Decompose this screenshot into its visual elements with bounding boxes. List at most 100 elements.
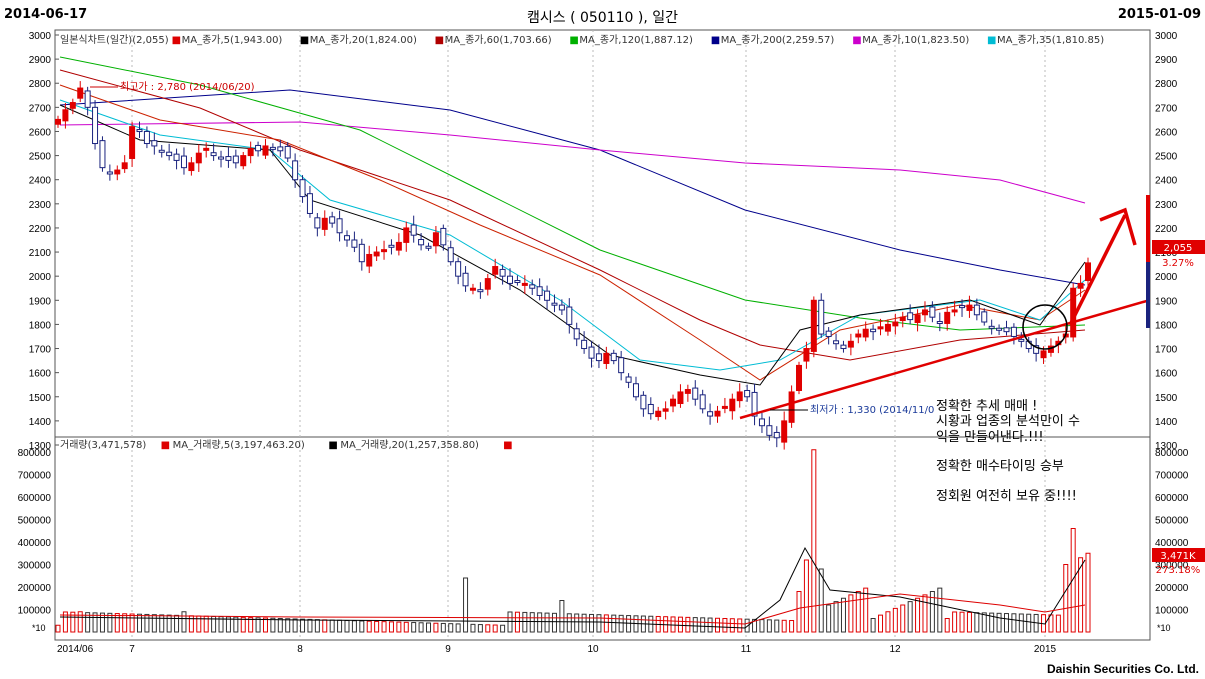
legend-marker: ■ bbox=[435, 35, 444, 46]
legend-marker: ■ bbox=[328, 440, 337, 451]
volume-bar bbox=[255, 617, 261, 633]
candle-body bbox=[77, 87, 84, 99]
candle-body bbox=[114, 169, 121, 175]
candle-body bbox=[351, 239, 358, 248]
volume-bar bbox=[996, 612, 1002, 633]
volume-bar bbox=[507, 611, 513, 633]
volume-bar bbox=[463, 577, 469, 633]
volume-bar bbox=[789, 620, 795, 633]
x-tick-label: 11 bbox=[741, 644, 752, 655]
candle-body bbox=[403, 227, 410, 243]
y-tick-right: 1500 bbox=[1155, 393, 1178, 404]
candle-body bbox=[684, 389, 691, 394]
candle-body bbox=[418, 239, 425, 246]
y-tick-left: 3000 bbox=[29, 31, 52, 42]
volume-bar bbox=[626, 615, 632, 633]
annotation-text_line2: 시황과 업종의 분석만이 수 bbox=[936, 414, 1080, 429]
volume-bar bbox=[1078, 557, 1084, 633]
y-tick-left: 1600 bbox=[29, 369, 52, 380]
volume-bar bbox=[892, 607, 898, 633]
volume-bar bbox=[922, 594, 928, 633]
candle-body bbox=[973, 304, 980, 316]
candle-body bbox=[469, 287, 476, 291]
candle-body bbox=[833, 340, 840, 345]
candle-body bbox=[699, 394, 706, 410]
candle-body bbox=[218, 156, 225, 160]
volume-bar bbox=[959, 611, 965, 633]
candle-body bbox=[129, 126, 136, 159]
candle-body bbox=[514, 280, 521, 284]
vol-tick-left: 300000 bbox=[18, 561, 52, 572]
price-legend-item: MA_종가,35(1,810.85) bbox=[997, 34, 1104, 46]
volume-bar bbox=[426, 622, 432, 633]
volume-bar bbox=[270, 617, 276, 633]
candle-body bbox=[269, 146, 276, 150]
volume-bar bbox=[300, 618, 306, 633]
candle-body bbox=[299, 179, 306, 198]
volume-bar bbox=[878, 614, 884, 633]
volume-panel bbox=[54, 436, 1151, 641]
ma60-line bbox=[59, 69, 1086, 361]
volume-bar bbox=[529, 612, 535, 633]
y-tick-right: 2800 bbox=[1155, 79, 1178, 90]
volume-bar bbox=[129, 613, 135, 633]
volume-bar bbox=[774, 619, 780, 633]
volume-bar bbox=[855, 591, 861, 633]
volume-bar bbox=[388, 621, 394, 633]
chart-title: 캠시스 ( 050110 ), 일간 bbox=[526, 10, 679, 26]
y-tick-left: 2700 bbox=[29, 103, 52, 114]
candle-body bbox=[1018, 338, 1025, 342]
candle-body bbox=[106, 171, 113, 175]
candle-body bbox=[647, 403, 654, 415]
candle-body bbox=[69, 102, 76, 109]
volume-bar bbox=[670, 616, 676, 633]
arrow-shaft bbox=[1068, 214, 1127, 326]
candle-body bbox=[62, 109, 69, 122]
candle-body bbox=[625, 376, 632, 383]
volume-bar bbox=[974, 612, 980, 633]
y-tick-right: 2200 bbox=[1155, 224, 1178, 235]
volume-bar bbox=[151, 614, 157, 633]
legend-marker: ■ bbox=[987, 35, 996, 46]
candle-body bbox=[1085, 262, 1091, 282]
candle-body bbox=[721, 405, 728, 409]
volume-bar bbox=[781, 619, 787, 633]
candle-body bbox=[1077, 282, 1084, 289]
end-date: 2015-01-09 bbox=[1117, 7, 1201, 22]
volume-bar bbox=[307, 618, 313, 633]
volume-bar bbox=[544, 612, 550, 633]
vol-tick-left: 500000 bbox=[18, 516, 52, 527]
vol-tick-right: 300000 bbox=[1155, 561, 1189, 572]
price-legend-item: MA_종가,60(1,703.66) bbox=[445, 34, 552, 46]
volume-bar bbox=[818, 568, 824, 633]
candle-body bbox=[670, 398, 677, 407]
candle-body bbox=[558, 304, 565, 311]
candle-body bbox=[677, 391, 684, 405]
volume-bar bbox=[966, 611, 972, 633]
y-tick-right: 2700 bbox=[1155, 103, 1178, 114]
candle-body bbox=[581, 339, 588, 350]
candle-body bbox=[203, 147, 210, 151]
candle-body bbox=[210, 152, 217, 157]
candle-body bbox=[232, 155, 239, 164]
volume-bar bbox=[885, 611, 891, 633]
candle-body bbox=[907, 312, 914, 321]
volume-bar bbox=[944, 618, 950, 633]
y-tick-right: 1900 bbox=[1155, 296, 1178, 307]
volume-tag-box bbox=[1152, 548, 1205, 562]
y-tick-right: 1400 bbox=[1155, 417, 1178, 428]
volume-bar bbox=[322, 619, 328, 633]
volume-bar bbox=[937, 587, 943, 633]
volume-bar bbox=[685, 616, 691, 633]
volume-bar bbox=[166, 614, 172, 633]
y-tick-right: 2300 bbox=[1155, 200, 1178, 211]
candle-body bbox=[870, 328, 877, 333]
volume-bar bbox=[677, 616, 683, 633]
volume-bar bbox=[107, 612, 113, 633]
price-legend-item: MA_종가,5(1,943.00) bbox=[182, 34, 283, 46]
legend-marker: ■ bbox=[161, 440, 170, 451]
x-tick-label: 9 bbox=[445, 644, 451, 655]
y-tick-left: 1500 bbox=[29, 393, 52, 404]
candle-body bbox=[373, 251, 380, 257]
candle-body bbox=[603, 352, 610, 364]
